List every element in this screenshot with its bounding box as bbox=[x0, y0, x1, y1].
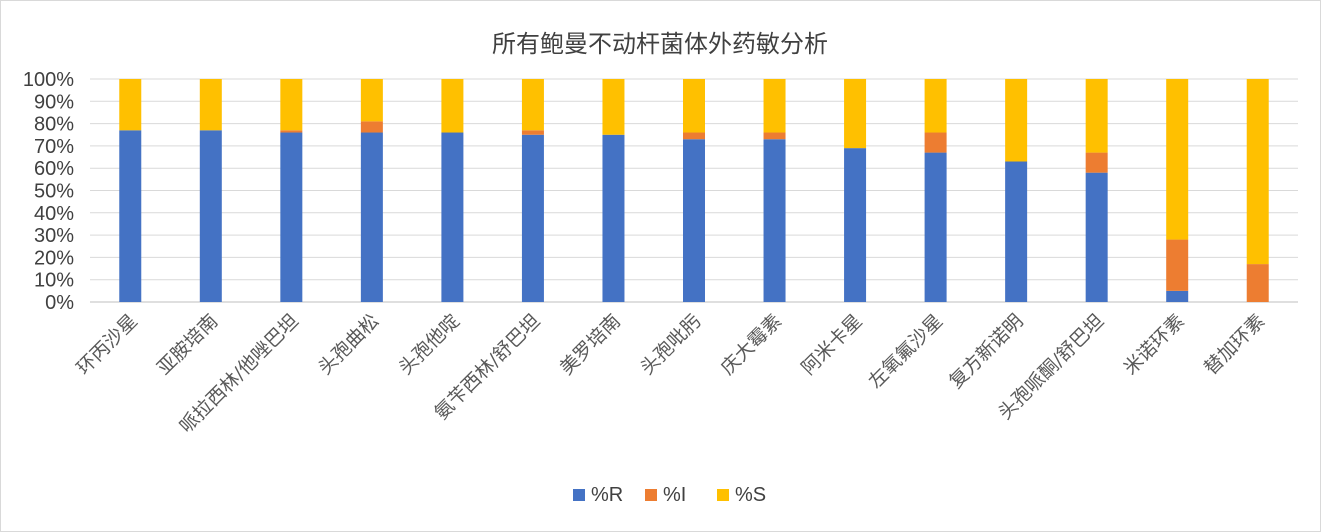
bar-segment-s bbox=[521, 79, 544, 131]
bar-segment-r bbox=[521, 134, 544, 302]
bar-segment-r bbox=[683, 139, 705, 302]
y-tick-label: 30% bbox=[34, 225, 74, 247]
bar-segment-s bbox=[924, 79, 947, 133]
y-tick-label: 0% bbox=[45, 292, 74, 314]
bar-segment-s bbox=[119, 79, 142, 131]
bar-segment-s bbox=[602, 79, 625, 135]
legend-label: %R bbox=[591, 484, 623, 506]
bar-segment-s bbox=[280, 79, 303, 131]
x-tick-label: 阿米卡星 bbox=[797, 310, 866, 379]
y-tick-label: 10% bbox=[34, 270, 74, 292]
x-tick-label: 头孢他啶 bbox=[395, 310, 464, 379]
x-tick-label: 庆大霉素 bbox=[717, 310, 786, 379]
bar-segment-i bbox=[683, 132, 705, 140]
bar-segment-r bbox=[844, 148, 867, 302]
bar-segment-i bbox=[1246, 264, 1269, 302]
legend-label: %I bbox=[663, 484, 686, 506]
chart-title: 所有鲍曼不动杆菌体外药敏分析 bbox=[492, 30, 828, 58]
bar-segment-r bbox=[360, 132, 383, 302]
bar-segment-s bbox=[1085, 79, 1108, 153]
y-axis-ticks: 0%10%20%30%40%50%60%70%80%90%100% bbox=[23, 69, 74, 314]
bar-segment-s bbox=[1246, 79, 1269, 265]
bar-layer bbox=[119, 79, 1269, 302]
bar-segment-s bbox=[441, 79, 464, 133]
y-tick-label: 20% bbox=[34, 247, 74, 269]
bar-segment-i bbox=[521, 130, 544, 135]
bar-segment-s bbox=[360, 79, 383, 122]
y-tick-label: 80% bbox=[34, 114, 74, 136]
x-tick-label: 头孢吡肟 bbox=[636, 310, 705, 379]
bar-segment-r bbox=[1166, 290, 1189, 302]
bar-segment-s bbox=[1166, 79, 1189, 240]
y-tick-label: 40% bbox=[34, 203, 74, 225]
legend-swatch bbox=[573, 489, 585, 501]
bar-segment-r bbox=[119, 130, 142, 302]
bar-segment-r bbox=[602, 134, 625, 302]
bar-segment-i bbox=[763, 132, 786, 140]
bar-segment-r bbox=[763, 139, 786, 302]
bar-segment-r bbox=[1085, 172, 1108, 302]
bar-segment-r bbox=[441, 132, 464, 302]
y-tick-label: 90% bbox=[34, 91, 74, 113]
bar-segment-s bbox=[199, 79, 222, 131]
legend: %R %I %S bbox=[573, 484, 766, 506]
x-tick-label: 美罗培南 bbox=[556, 310, 625, 379]
x-tick-label: 复方新诺明 bbox=[945, 310, 1028, 393]
x-tick-label: 环丙沙星 bbox=[72, 310, 141, 379]
bar-segment-i bbox=[1166, 239, 1189, 291]
bar-segment-r bbox=[280, 132, 303, 302]
legend-swatch bbox=[717, 489, 729, 501]
x-tick-label: 米诺环素 bbox=[1119, 310, 1188, 379]
bar-segment-s bbox=[844, 79, 867, 149]
legend-swatch bbox=[645, 489, 657, 501]
y-tick-label: 60% bbox=[34, 158, 74, 180]
x-tick-label: 亚胺培南 bbox=[153, 310, 222, 379]
y-tick-label: 70% bbox=[34, 136, 74, 158]
bar-segment-i bbox=[280, 130, 303, 133]
bar-segment-i bbox=[1085, 152, 1108, 173]
x-tick-label: 替加环素 bbox=[1200, 310, 1269, 379]
bar-segment-s bbox=[683, 79, 705, 133]
bar-segment-s bbox=[1005, 79, 1028, 162]
bar-segment-s bbox=[763, 79, 786, 133]
bar-segment-r bbox=[924, 152, 947, 302]
bar-segment-r bbox=[1005, 161, 1028, 302]
y-tick-label: 50% bbox=[34, 181, 74, 203]
x-tick-label: 头孢曲松 bbox=[314, 310, 383, 379]
y-tick-label: 100% bbox=[23, 69, 74, 91]
bar-segment-i bbox=[924, 132, 947, 153]
x-tick-label: 左氧氟沙星 bbox=[864, 310, 947, 393]
bar-segment-r bbox=[199, 130, 222, 302]
bar-segment-i bbox=[360, 121, 383, 133]
legend-label: %S bbox=[735, 484, 766, 506]
